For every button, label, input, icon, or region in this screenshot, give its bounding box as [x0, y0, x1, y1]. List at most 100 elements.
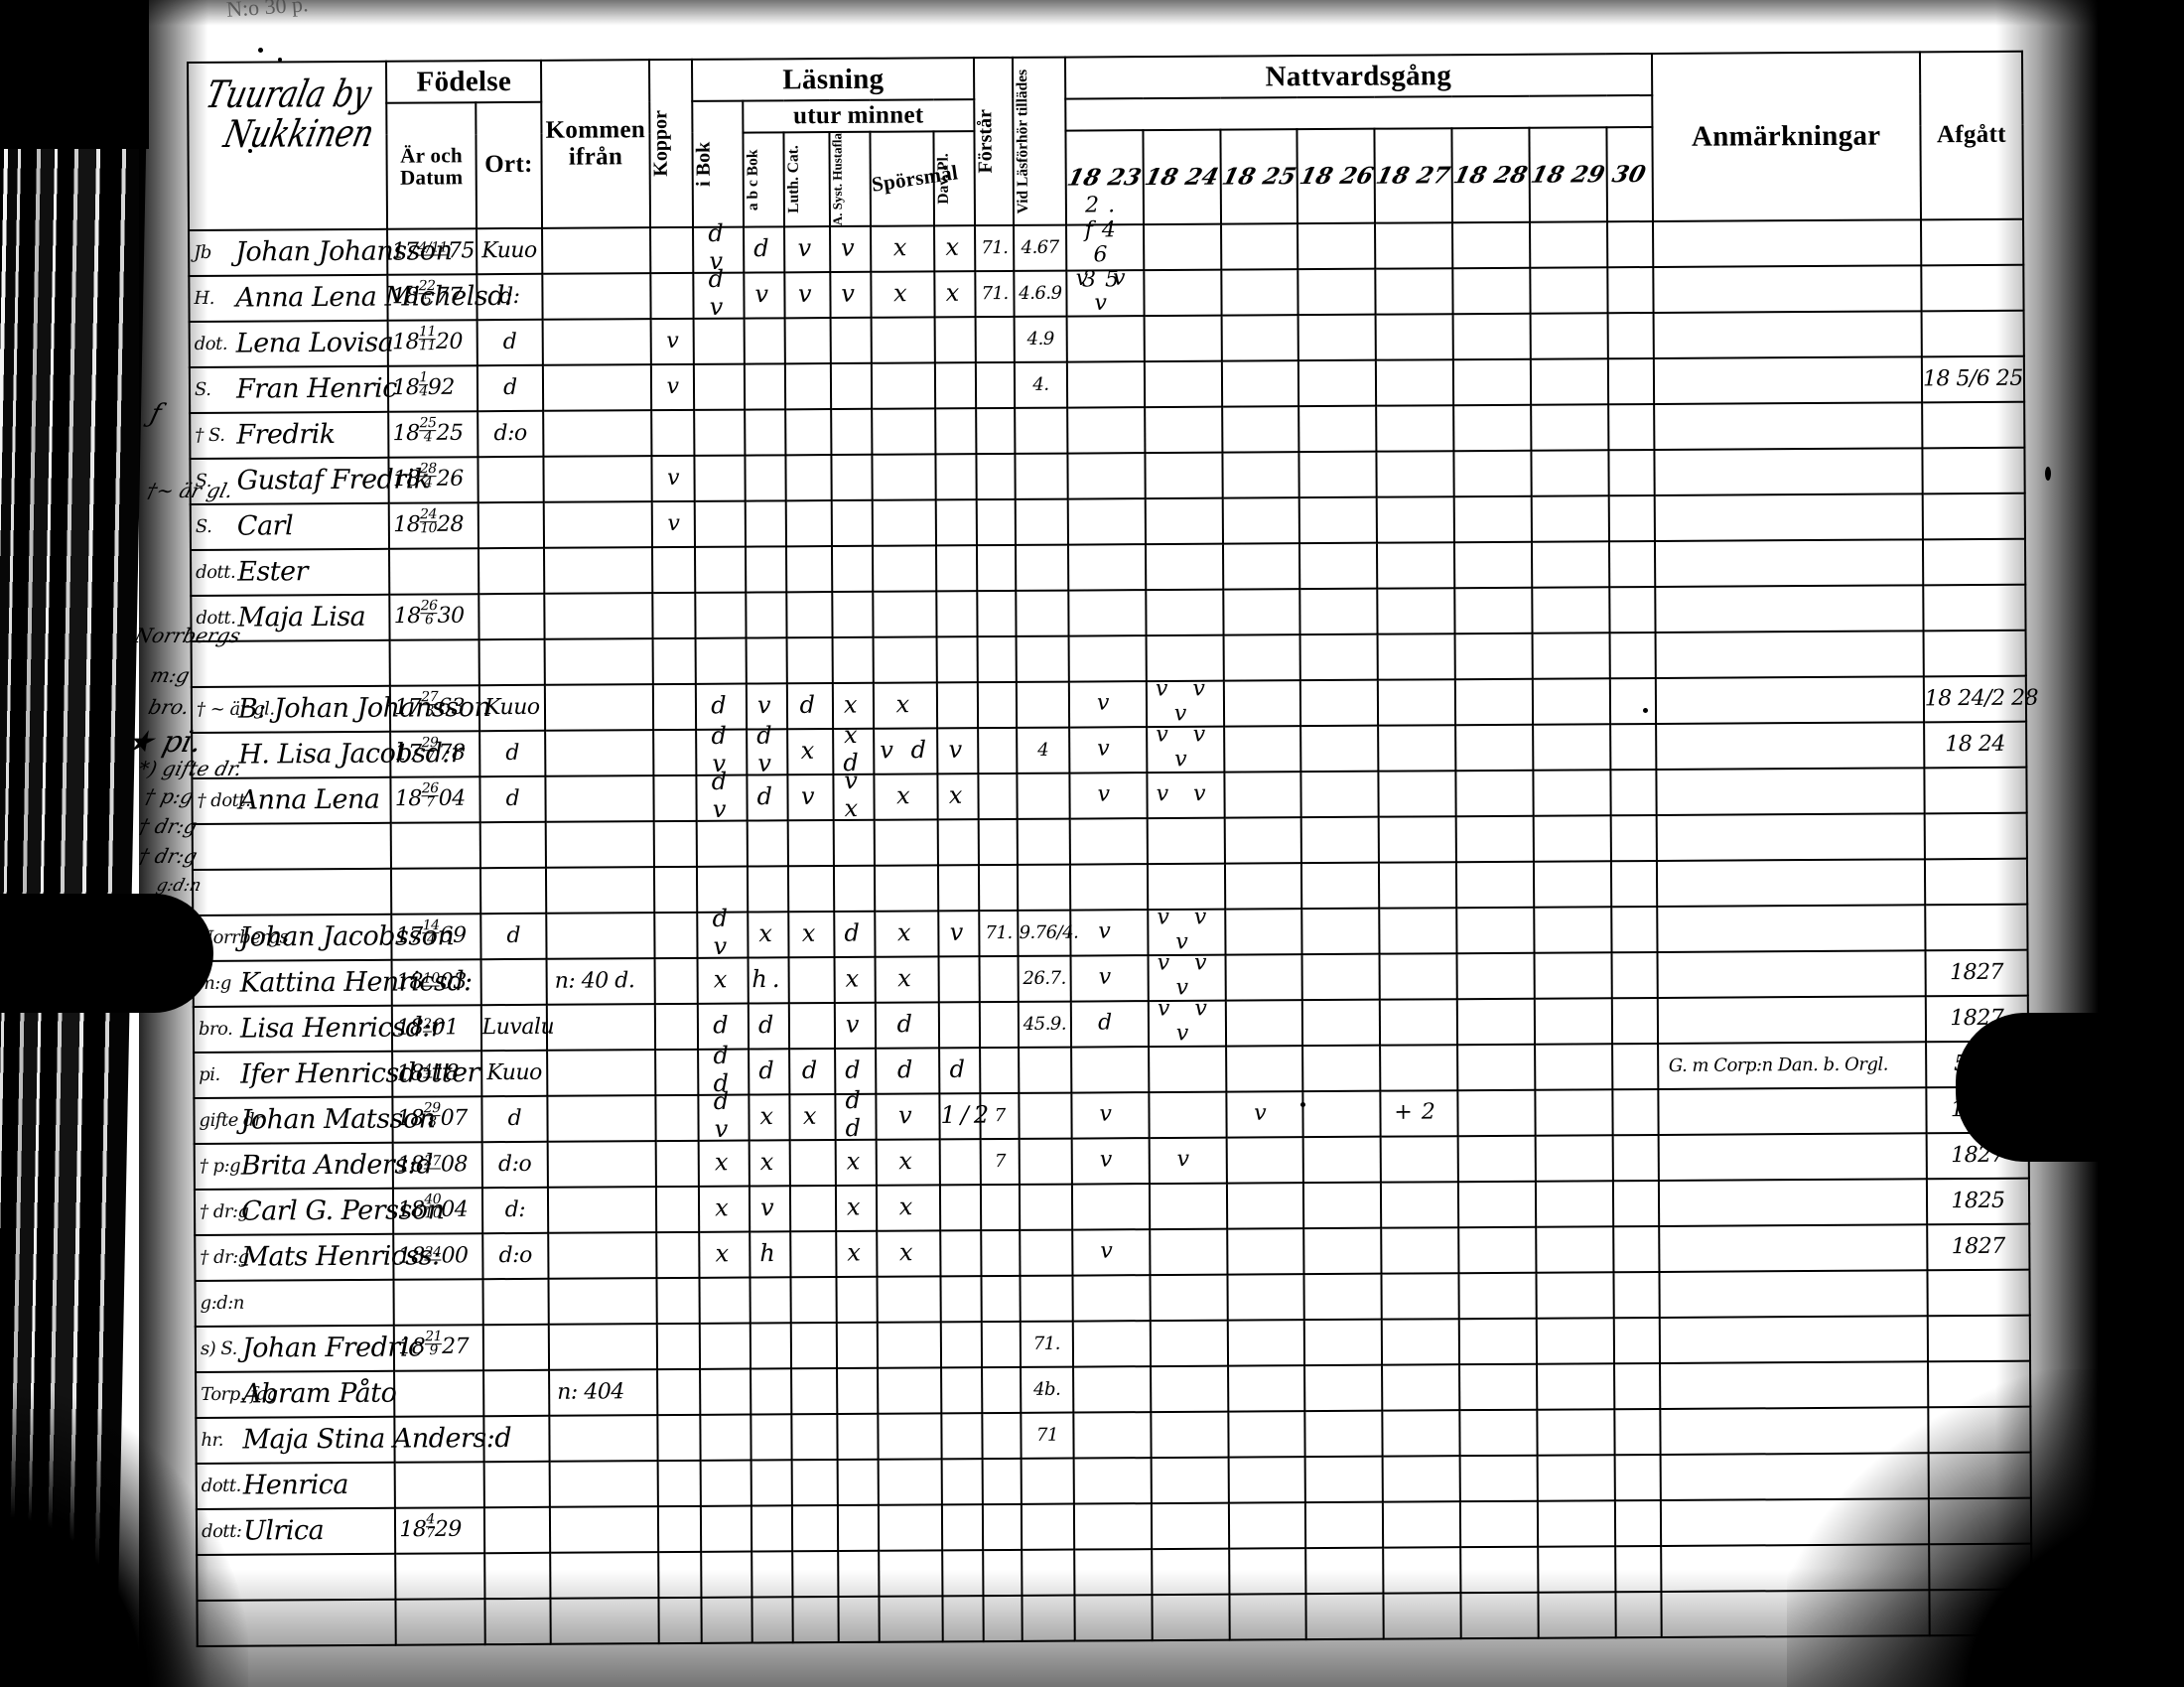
margin-mark: †~ är gl. — [144, 479, 236, 502]
cell-birth-place — [482, 1415, 550, 1463]
cell-came-from — [547, 1187, 656, 1233]
cell-tillades — [1016, 681, 1069, 729]
cell-mem-sporsmal — [878, 1504, 943, 1551]
cell-departed — [1927, 1360, 2031, 1408]
cell-forstar — [976, 362, 1016, 409]
register-table: Tuurala by Nukkinen Födelse Kommen ifrån… — [187, 51, 2038, 1647]
cell-tillades — [1015, 498, 1068, 546]
cell-dav-pl: v — [938, 911, 980, 957]
cell-communion-1: v v v — [1148, 996, 1226, 1048]
header-mem-abc: a b c Bok — [743, 132, 784, 227]
cell-tillades — [1019, 1092, 1072, 1140]
cell-name: bro. Lisa Henricsd:r — [193, 1005, 443, 1054]
cell-communion-7 — [1608, 587, 1656, 633]
cell-tillades — [1016, 635, 1069, 683]
cell-came-from — [546, 913, 655, 959]
cell-mem-luth — [791, 1460, 838, 1506]
speckle — [1643, 708, 1648, 713]
cell-communion-1 — [1145, 497, 1223, 545]
year-cell-6: 18 29 — [1528, 127, 1608, 222]
cell-dav-pl — [937, 865, 980, 912]
cell-communion-3 — [1304, 1319, 1383, 1366]
cell-mem-sporsmal: d — [875, 1048, 940, 1094]
cell-communion-0: v — [1071, 1092, 1150, 1139]
cell-tillades — [1017, 818, 1070, 866]
cell-smallpox — [653, 867, 698, 914]
cell-forstar — [983, 1596, 1023, 1642]
cell-communion-6 — [1534, 998, 1612, 1045]
cell-communion-2 — [1221, 360, 1299, 407]
cell-name — [192, 868, 392, 916]
cell-forstar — [981, 1185, 1021, 1231]
cell-mem-sporsmal: x — [876, 1139, 940, 1186]
cell-mem-abc: d — [748, 1003, 789, 1050]
cell-departed — [1923, 630, 2026, 677]
cell-tillades: 4.9 — [1014, 316, 1067, 363]
cell-communion-3 — [1303, 1182, 1382, 1229]
cell-in-book — [694, 363, 745, 411]
cell-came-from — [548, 1324, 657, 1370]
cell-smallpox — [651, 547, 696, 594]
cell-communion-7 — [1610, 861, 1657, 908]
cell-communion-4 — [1382, 1410, 1460, 1457]
speckle — [2045, 467, 2051, 481]
cell-communion-5 — [1460, 1592, 1539, 1639]
cell-communion-4 — [1376, 359, 1454, 406]
cell-birth-place — [483, 1506, 551, 1554]
cell-mem-sporsmal — [877, 1367, 942, 1414]
cell-dav-pl — [935, 408, 977, 455]
cell-tillades — [1022, 1549, 1075, 1597]
header-departed: Afgått — [1919, 51, 2024, 220]
cell-name: S. Carl — [190, 502, 390, 551]
cell-birth-date: 18 2 01 — [392, 1005, 481, 1052]
cell-communion-4 — [1377, 588, 1455, 634]
cell-communion-2 — [1224, 909, 1302, 955]
cell-birth-place — [478, 638, 545, 686]
cell-birth-place — [483, 1461, 550, 1508]
cell-birth-place: d — [477, 320, 543, 366]
cell-communion-3 — [1305, 1547, 1384, 1595]
cell-departed: 1827 — [1925, 995, 2029, 1043]
cell-smallpox — [656, 1324, 701, 1370]
cell-mem-luth — [784, 363, 831, 410]
cell-mem-luth — [785, 455, 832, 501]
cell-communion-1 — [1149, 1228, 1227, 1276]
cell-mem-sporsmal — [872, 545, 937, 592]
cell-name — [191, 639, 391, 688]
cell-communion-0 — [1067, 498, 1146, 545]
cell-tillades — [1016, 544, 1069, 592]
cell-in-book: x — [699, 1186, 750, 1233]
header-birth-date: Är och Datum — [386, 102, 477, 229]
cell-tillades: 4b. — [1021, 1366, 1074, 1414]
cell-mem-abc: h — [749, 1231, 791, 1278]
cell-mem-luth — [786, 592, 833, 638]
cell-birth-date — [395, 1599, 485, 1645]
cell-communion-1 — [1147, 817, 1225, 865]
cell-mem-abc — [750, 1323, 791, 1369]
header-mem-sporsmal: Spörsmål — [870, 131, 959, 226]
cell-remarks — [1660, 1453, 1929, 1501]
cell-mem-luth — [784, 318, 831, 364]
cell-forstar — [981, 1276, 1021, 1323]
cell-communion-2 — [1223, 634, 1301, 681]
cell-mem-luth — [790, 1277, 837, 1324]
cell-birth-place — [478, 547, 545, 595]
cell-communion-6 — [1537, 1455, 1615, 1501]
cell-communion-1 — [1144, 406, 1222, 454]
header-vid-lasforhor: Vid Läsförhör tillädes — [1013, 57, 1066, 226]
cell-mem-abc: d — [747, 774, 788, 821]
cell-mem-sporsmal — [877, 1322, 941, 1368]
cell-communion-0: v — [1070, 910, 1149, 956]
cell-mem-abc — [744, 409, 786, 456]
cell-communion-0 — [1068, 590, 1147, 636]
cell-dav-pl — [934, 362, 977, 409]
cell-forstar: 71. — [975, 225, 1015, 272]
cell-communion-3 — [1300, 771, 1379, 818]
cell-communion-1 — [1143, 223, 1221, 271]
cell-name: dott. Ester — [191, 548, 390, 597]
cell-in-book: d v — [698, 1087, 750, 1143]
cell-departed — [1928, 1406, 2031, 1454]
cell-departed: 1827 — [1926, 1086, 2029, 1134]
cell-mem-abc: v — [749, 1186, 791, 1232]
cell-mem-hustafla — [837, 1459, 879, 1506]
